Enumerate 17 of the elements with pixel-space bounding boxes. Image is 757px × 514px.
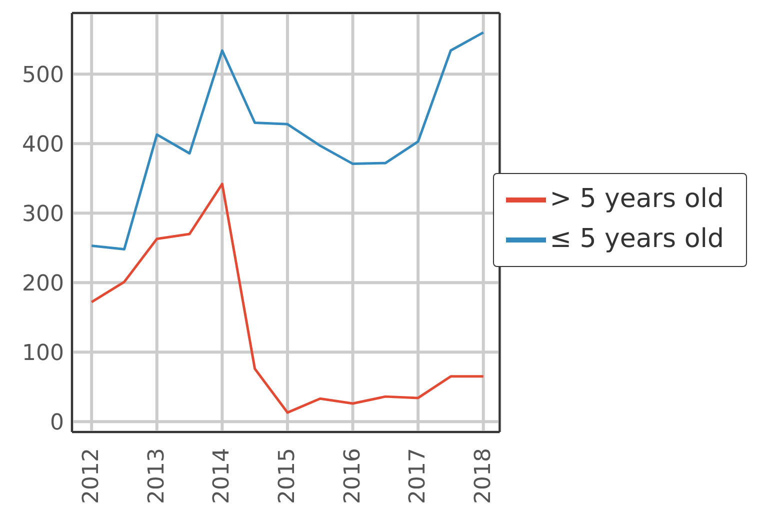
y-tick-label: 100 xyxy=(22,340,64,366)
x-tick-label: 2016 xyxy=(340,448,366,504)
y-tick-label: 0 xyxy=(50,410,64,436)
y-tick-label: 400 xyxy=(22,132,64,158)
x-tick-label: 2018 xyxy=(470,448,496,504)
x-tick-label: 2013 xyxy=(144,448,170,504)
legend-label: ≤ 5 years old xyxy=(550,224,724,254)
x-tick-label: 2017 xyxy=(406,448,431,504)
legend-label: > 5 years old xyxy=(550,184,724,214)
x-tick-label: 2014 xyxy=(210,448,235,504)
y-tick-label: 500 xyxy=(22,62,64,88)
line-series xyxy=(90,31,485,250)
y-tick-label: 300 xyxy=(22,202,64,227)
x-tick-label: 2015 xyxy=(274,448,300,504)
x-tick-label: 2012 xyxy=(79,448,104,504)
y-tick-label: 200 xyxy=(22,271,64,296)
line-series xyxy=(90,182,485,414)
